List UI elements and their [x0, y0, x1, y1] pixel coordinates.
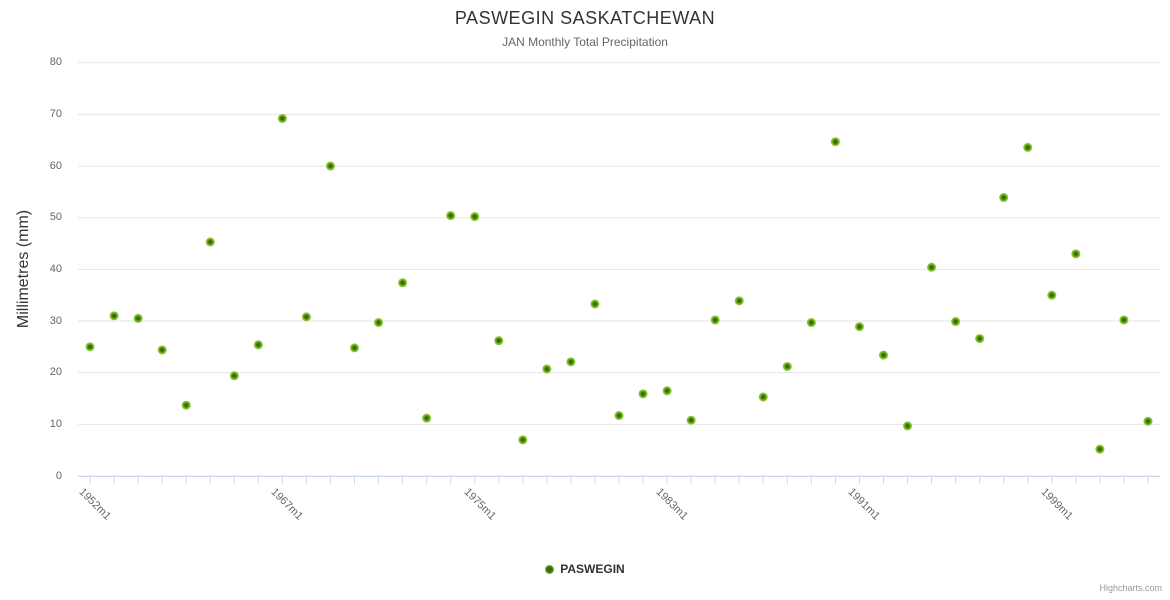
scatter-point[interactable] [253, 340, 263, 350]
scatter-point[interactable] [878, 350, 888, 360]
scatter-point[interactable] [566, 357, 576, 367]
y-axis-label: 20 [49, 366, 62, 379]
y-axis-label: 70 [49, 107, 62, 120]
chart-title: PASWEGIN SASKATCHEWAN [454, 8, 716, 28]
scatter-point[interactable] [927, 262, 937, 272]
highcharts-credits-link[interactable]: Highcharts.com [1099, 583, 1162, 593]
scatter-point[interactable] [133, 313, 143, 323]
scatter-point[interactable] [686, 415, 696, 425]
scatter-point[interactable] [662, 386, 672, 396]
y-axis-label: 0 [55, 469, 62, 482]
chart-subtitle: JAN Monthly Total Precipitation [502, 35, 668, 49]
scatter-point[interactable] [1047, 290, 1057, 300]
scatter-point[interactable] [806, 318, 816, 328]
scatter-point[interactable] [85, 342, 95, 352]
scatter-point[interactable] [109, 311, 119, 321]
scatter-point[interactable] [518, 435, 528, 445]
scatter-point[interactable] [229, 371, 239, 381]
scatter-point[interactable] [157, 345, 167, 355]
scatter-point[interactable] [999, 193, 1009, 203]
scatter-point[interactable] [638, 389, 648, 399]
y-axis-label: 80 [49, 56, 62, 69]
scatter-point[interactable] [422, 413, 432, 423]
scatter-point[interactable] [398, 278, 408, 288]
scatter-point[interactable] [758, 392, 768, 402]
legend-item-paswegin[interactable]: PASWEGIN [545, 562, 625, 576]
y-axis-label: 50 [49, 211, 62, 224]
legend: PASWEGIN [0, 562, 1170, 576]
y-axis-label: 60 [49, 159, 62, 172]
scatter-point[interactable] [301, 312, 311, 322]
scatter-point[interactable] [1095, 444, 1105, 454]
scatter-point[interactable] [446, 211, 456, 221]
scatter-point[interactable] [1119, 315, 1129, 325]
scatter-point[interactable] [614, 411, 624, 421]
scatter-point[interactable] [277, 113, 287, 123]
scatter-point[interactable] [710, 315, 720, 325]
scatter-point[interactable] [903, 421, 913, 431]
scatter-point[interactable] [1023, 142, 1033, 152]
scatter-point[interactable] [374, 318, 384, 328]
scatter-point[interactable] [470, 212, 480, 222]
scatter-point[interactable] [1143, 416, 1153, 426]
scatter-point[interactable] [734, 296, 744, 306]
scatter-point[interactable] [325, 161, 335, 171]
scatter-point[interactable] [782, 361, 792, 371]
y-axis-label: 10 [49, 417, 62, 430]
scatter-point[interactable] [542, 364, 552, 374]
scatter-point[interactable] [1071, 249, 1081, 259]
scatter-point[interactable] [830, 137, 840, 147]
scatter-point[interactable] [590, 299, 600, 309]
y-axis-label: 30 [49, 314, 62, 327]
legend-label: PASWEGIN [560, 562, 625, 576]
scatter-point[interactable] [181, 400, 191, 410]
y-axis-label: 40 [49, 262, 62, 275]
scatter-point[interactable] [494, 336, 504, 346]
scatter-point[interactable] [350, 343, 360, 353]
scatter-point[interactable] [975, 334, 985, 344]
scatter-point[interactable] [205, 237, 215, 247]
legend-marker-icon [545, 564, 555, 574]
scatter-point[interactable] [854, 322, 864, 332]
scatter-point[interactable] [951, 317, 961, 327]
